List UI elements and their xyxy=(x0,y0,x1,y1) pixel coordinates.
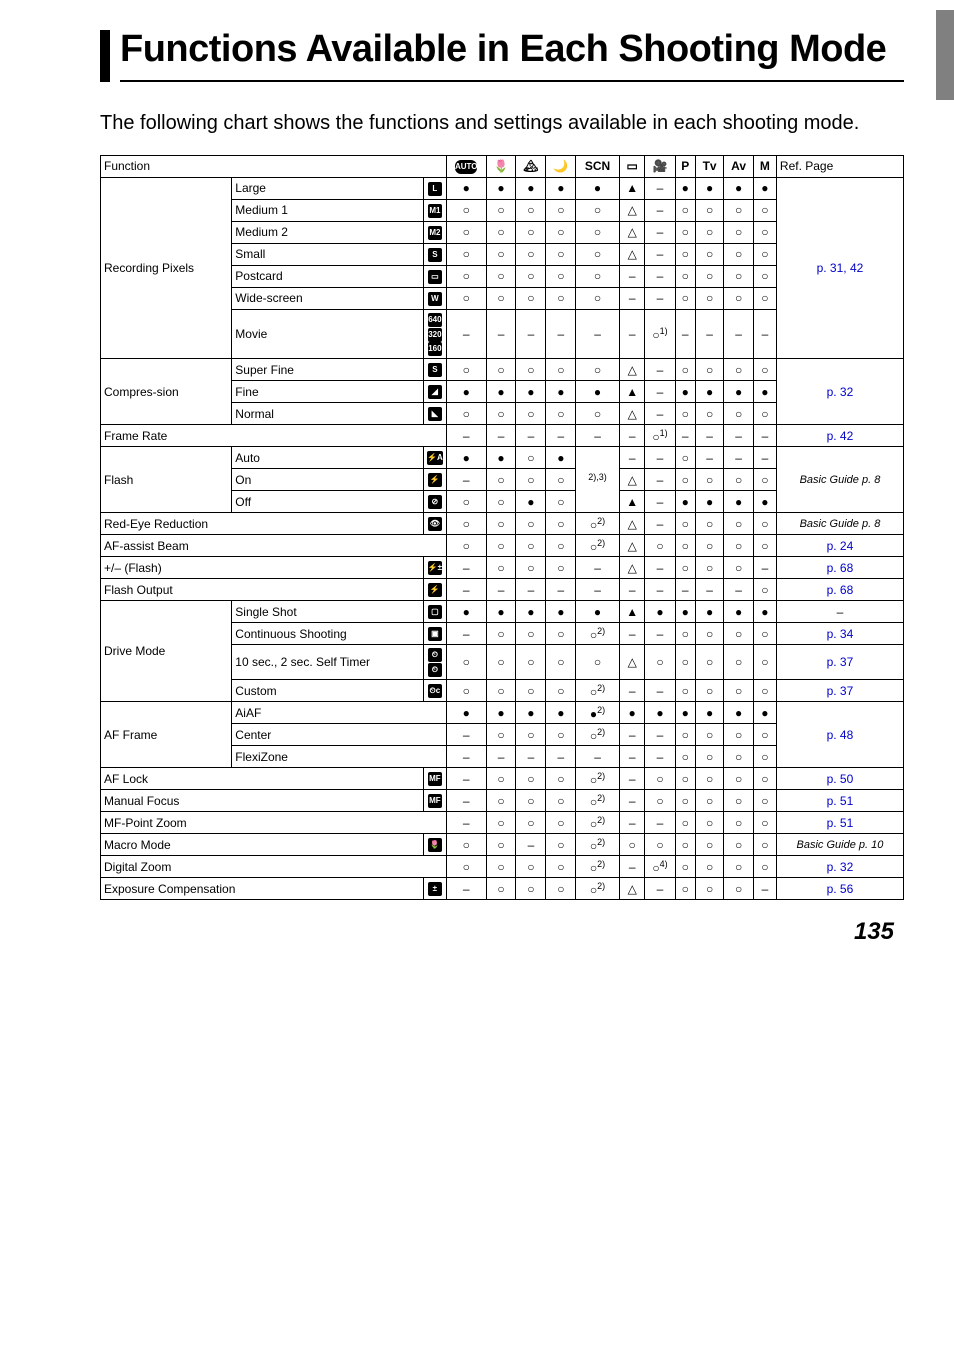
row-expcomp: Exposure Compensation± –○○○○2)△–○○○– p. … xyxy=(101,878,904,900)
group-flash: Flash xyxy=(101,447,232,513)
ref-mfzoom: p. 51 xyxy=(776,812,903,834)
row-flash-auto: Flash Auto⚡A ●●○● 2),3) ––○––– Basic Gui… xyxy=(101,447,904,469)
row-aflock: AF LockMF –○○○○2)–○○○○○ p. 50 xyxy=(101,768,904,790)
mode-tv: Tv xyxy=(695,155,723,177)
row-mfocus: Manual FocusMF –○○○○2)–○○○○○ p. 51 xyxy=(101,790,904,812)
page-title: Functions Available in Each Shooting Mod… xyxy=(120,30,904,82)
ref-expcomp: p. 56 xyxy=(776,878,903,900)
row-macro: Macro Mode🌷 ○○–○○2)○○○○○○ Basic Guide p.… xyxy=(101,834,904,856)
ref-macro: Basic Guide p. 10 xyxy=(776,834,903,856)
ref-plusminus: p. 68 xyxy=(776,557,903,579)
row-flashoutput: Flash Output⚡ ––––––––––○ p. 68 xyxy=(101,579,904,601)
ref-afassist: p. 24 xyxy=(776,535,903,557)
w-icon: W xyxy=(428,292,442,306)
mode-scn: SCN xyxy=(576,155,620,177)
ref-aflock: p. 50 xyxy=(776,768,903,790)
ref-dzoom: p. 32 xyxy=(776,856,903,878)
mode-p: P xyxy=(675,155,695,177)
functions-chart: Function AUTO 🌷 🏔 🌙 SCN ▭ 🎥 P Tv Av M Re… xyxy=(100,155,904,900)
m2-icon: M2 xyxy=(428,226,442,240)
ref-flash: Basic Guide p. 8 xyxy=(776,447,903,513)
ref-mfocus: p. 51 xyxy=(776,790,903,812)
group-compression: Compres-sion xyxy=(101,359,232,425)
row-framerate: Frame Rate ––––––○1)–––– p. 42 xyxy=(101,425,904,447)
flash-off-icon: ⊘ xyxy=(428,495,442,509)
macro-icon: 🌷 xyxy=(428,838,442,852)
mf-icon: MF xyxy=(428,794,442,808)
row-superfine: Compres-sion Super FineS ○○○○○△–○○○○ p. … xyxy=(101,359,904,381)
postcard-icon: ▭ xyxy=(428,270,442,284)
timer10-icon: ⏲ xyxy=(428,648,442,662)
flash-on-icon: ⚡ xyxy=(428,473,442,487)
row-large: Recording Pixels Large L ●●●●●▲–●●●● p. … xyxy=(101,177,904,199)
col-ref: Ref. Page xyxy=(776,155,903,177)
row-afassist: AF-assist Beam ○○○○○2)△○○○○○ p. 24 xyxy=(101,535,904,557)
mode-av: Av xyxy=(724,155,754,177)
ref-single: – xyxy=(776,601,903,623)
ref-compression: p. 32 xyxy=(776,359,903,425)
group-drive: Drive Mode xyxy=(101,601,232,702)
ref-custom: p. 37 xyxy=(776,680,903,702)
custom-timer-icon: ⏲c xyxy=(428,684,442,698)
mode-auto: AUTO xyxy=(446,155,486,177)
single-icon: ▢ xyxy=(428,605,442,619)
ref-redeye: Basic Guide p. 8 xyxy=(776,513,903,535)
m1-icon: M1 xyxy=(428,204,442,218)
ref-framerate: p. 42 xyxy=(776,425,903,447)
ref-recording: p. 31, 42 xyxy=(776,177,903,358)
row-aiaf: AF Frame AiAF ●●●●●2)●●●●●● p. 48 xyxy=(101,702,904,724)
ref-af: p. 48 xyxy=(776,702,903,768)
header-row: Function AUTO 🌷 🏔 🌙 SCN ▭ 🎥 P Tv Av M Re… xyxy=(101,155,904,177)
mode-landscape: 🏔 xyxy=(516,155,546,177)
s-icon: S xyxy=(428,248,442,262)
mode-movie: 🎥 xyxy=(645,155,675,177)
flash-out-icon: ⚡ xyxy=(428,583,442,597)
redeye-icon: 👁 xyxy=(428,517,442,531)
ref-continuous: p. 34 xyxy=(776,623,903,645)
row-plusminus: +/– (Flash)⚡± –○○○–△–○○○– p. 68 xyxy=(101,557,904,579)
group-recording-pixels: Recording Pixels xyxy=(101,177,232,358)
320-icon: 320 xyxy=(428,328,442,342)
l-icon: L xyxy=(428,182,442,196)
flash-auto-icon: ⚡A xyxy=(427,451,443,465)
160-icon: 160 xyxy=(428,342,442,356)
page-number: 135 xyxy=(100,918,904,946)
lead-paragraph: The following chart shows the functions … xyxy=(100,110,904,137)
row-dzoom: Digital Zoom ○○○○○2)–○4)○○○○ p. 32 xyxy=(101,856,904,878)
mode-stitch: ▭ xyxy=(619,155,645,177)
row-redeye: Red-Eye Reduction👁 ○○○○○2)△–○○○○ Basic G… xyxy=(101,513,904,535)
row-single: Drive Mode Single Shot▢ ●●●●●▲●●●●● – xyxy=(101,601,904,623)
mode-m: M xyxy=(753,155,776,177)
ref-flashout: p. 68 xyxy=(776,579,903,601)
group-af: AF Frame xyxy=(101,702,232,768)
flash-comp-icon: ⚡± xyxy=(428,561,442,575)
mf-icon: MF xyxy=(428,772,442,786)
ref-selftimer: p. 37 xyxy=(776,645,903,680)
row-mfzoom: MF-Point Zoom –○○○○2)––○○○○ p. 51 xyxy=(101,812,904,834)
mode-night: 🌙 xyxy=(546,155,576,177)
fine-icon: ◢ xyxy=(428,385,442,399)
640-icon: 640 xyxy=(428,313,442,327)
sf-icon: S xyxy=(428,363,442,377)
accent-bar xyxy=(936,10,954,100)
timer2-icon: ⏲ xyxy=(428,663,442,677)
col-function: Function xyxy=(101,155,447,177)
mode-macro: 🌷 xyxy=(486,155,516,177)
normal-icon: ◣ xyxy=(428,407,442,421)
continuous-icon: ▣ xyxy=(428,627,442,641)
title-block: Functions Available in Each Shooting Mod… xyxy=(100,30,904,82)
expcomp-icon: ± xyxy=(428,882,442,896)
